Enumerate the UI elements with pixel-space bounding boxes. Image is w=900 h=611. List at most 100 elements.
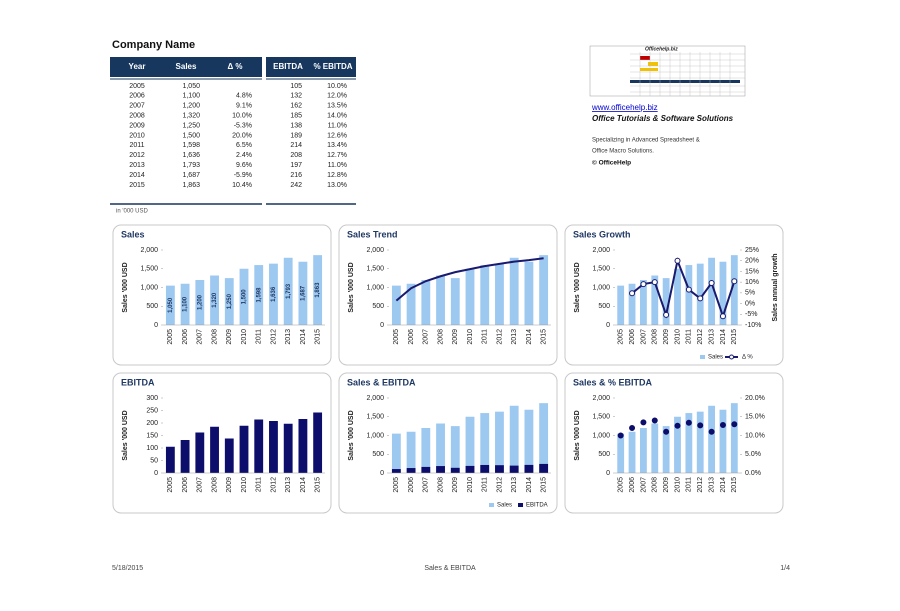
chart-frame xyxy=(338,372,558,514)
bar xyxy=(239,268,249,325)
y-tick-label: 1,500 xyxy=(366,266,384,273)
y-tick-label: 0 xyxy=(380,322,384,329)
table-cell: 1,100 xyxy=(182,93,200,100)
y-tick-label: 2,000 xyxy=(140,247,158,254)
bar xyxy=(495,263,504,325)
y2-tick-label: 10.0% xyxy=(745,432,765,439)
line xyxy=(631,257,736,320)
x-tick-label: 2007 xyxy=(197,329,204,345)
point xyxy=(674,422,681,429)
y-tick-label: 0 xyxy=(154,470,158,477)
logo-cell xyxy=(640,68,658,71)
x-tick-label: 2006 xyxy=(629,477,636,493)
bar xyxy=(450,467,460,473)
y-axis-label: Sales '000 USD xyxy=(574,262,581,312)
point xyxy=(685,419,692,426)
chart-frame xyxy=(112,372,332,514)
table-header-bg xyxy=(110,57,262,77)
point xyxy=(685,286,692,293)
x-tick-label: 2011 xyxy=(482,329,489,344)
table-cell: 12.6% xyxy=(327,132,347,139)
bar xyxy=(254,419,264,473)
bar xyxy=(509,257,519,325)
bar xyxy=(617,285,625,325)
table-cell: 1,500 xyxy=(182,132,200,139)
y-tick-label: 1,000 xyxy=(366,432,384,439)
chart: Sales 0 500 1,000 1,500 2,000 Sales '000 USD 1,… xyxy=(112,224,332,366)
y-tick-label: 500 xyxy=(598,451,610,458)
y-tick-label: 0 xyxy=(606,470,610,477)
bar xyxy=(539,463,549,473)
bar xyxy=(406,431,416,473)
table-header: Δ % xyxy=(227,62,242,71)
bar xyxy=(480,265,490,325)
x-tick-label: 2013 xyxy=(511,477,518,493)
y-tick-label: 500 xyxy=(372,303,384,310)
bar xyxy=(708,257,715,325)
bar xyxy=(224,438,234,473)
y-tick-label: 50 xyxy=(150,457,158,464)
y-tick-label: 100 xyxy=(146,445,158,452)
table-cell: 2015 xyxy=(129,182,145,189)
bar xyxy=(509,465,519,473)
y2-tick-label: 5.0% xyxy=(745,451,761,458)
x-tick-label: 2010 xyxy=(467,329,474,345)
x-tick-label: 2008 xyxy=(437,477,444,493)
table-cell: 12.0% xyxy=(327,93,347,100)
bar xyxy=(640,280,647,325)
table-cell: 2006 xyxy=(129,93,145,100)
y-axis-label: Sales '000 USD xyxy=(348,410,355,460)
table-header-bg xyxy=(266,57,356,77)
logo-frame xyxy=(589,45,746,97)
y-tick-label: 2,000 xyxy=(592,247,610,254)
y-tick-label: 2,000 xyxy=(366,395,384,402)
x-tick-label: 2005 xyxy=(618,329,625,345)
x-tick-label: 2011 xyxy=(482,477,489,492)
y-axis-label: Sales '000 USD xyxy=(574,410,581,460)
point xyxy=(731,421,738,428)
y-tick-label: 1,500 xyxy=(592,414,610,421)
table-cell: 132 xyxy=(290,93,302,100)
bar xyxy=(269,421,278,473)
x-tick-label: 2010 xyxy=(467,477,474,493)
website-link[interactable]: www.officehelp.biz xyxy=(591,103,658,112)
table-cell: 2013 xyxy=(129,162,145,169)
bar xyxy=(210,275,219,325)
bar xyxy=(465,465,475,473)
x-tick-label: 2009 xyxy=(663,329,670,345)
legend-swatch xyxy=(700,355,705,359)
bar xyxy=(628,431,636,473)
point xyxy=(708,428,715,435)
bar xyxy=(450,278,460,325)
bar xyxy=(730,255,738,325)
y2-tick-label: 15.0% xyxy=(745,414,765,421)
point xyxy=(663,428,670,435)
table-cell: 197 xyxy=(290,162,302,169)
bar xyxy=(224,278,234,325)
y-tick-label: 1,000 xyxy=(592,284,610,291)
chart-frame xyxy=(112,224,332,366)
chart-title: EBITDA xyxy=(121,377,155,387)
table-cell: 2005 xyxy=(129,83,145,90)
y-tick-label: 1,500 xyxy=(140,266,158,273)
footer-title: Sales & EBITDA xyxy=(424,565,476,572)
y2-axis-label: Sales annual growth xyxy=(772,253,779,321)
legend-label: Δ % xyxy=(742,355,753,361)
x-tick-label: 2014 xyxy=(526,329,533,345)
x-tick-label: 2012 xyxy=(496,329,503,345)
table-cell: 1,793 xyxy=(182,162,200,169)
table-header: EBITDA xyxy=(273,62,303,71)
bar xyxy=(662,426,670,473)
y2-tick-label: 10% xyxy=(745,279,759,286)
x-tick-label: 2006 xyxy=(408,477,415,493)
copyright: © OfficeHelp xyxy=(592,159,631,167)
table-cell: 105 xyxy=(290,83,302,90)
x-tick-label: 2007 xyxy=(197,477,204,493)
point xyxy=(640,281,647,288)
logo-title: Officehelp.biz xyxy=(645,46,678,52)
x-tick-label: 2011 xyxy=(256,329,263,344)
bar xyxy=(239,425,249,473)
bar xyxy=(539,403,549,473)
chart: Sales Trend 0 500 1,000 1,500 2,000 Sales '000… xyxy=(338,224,558,366)
